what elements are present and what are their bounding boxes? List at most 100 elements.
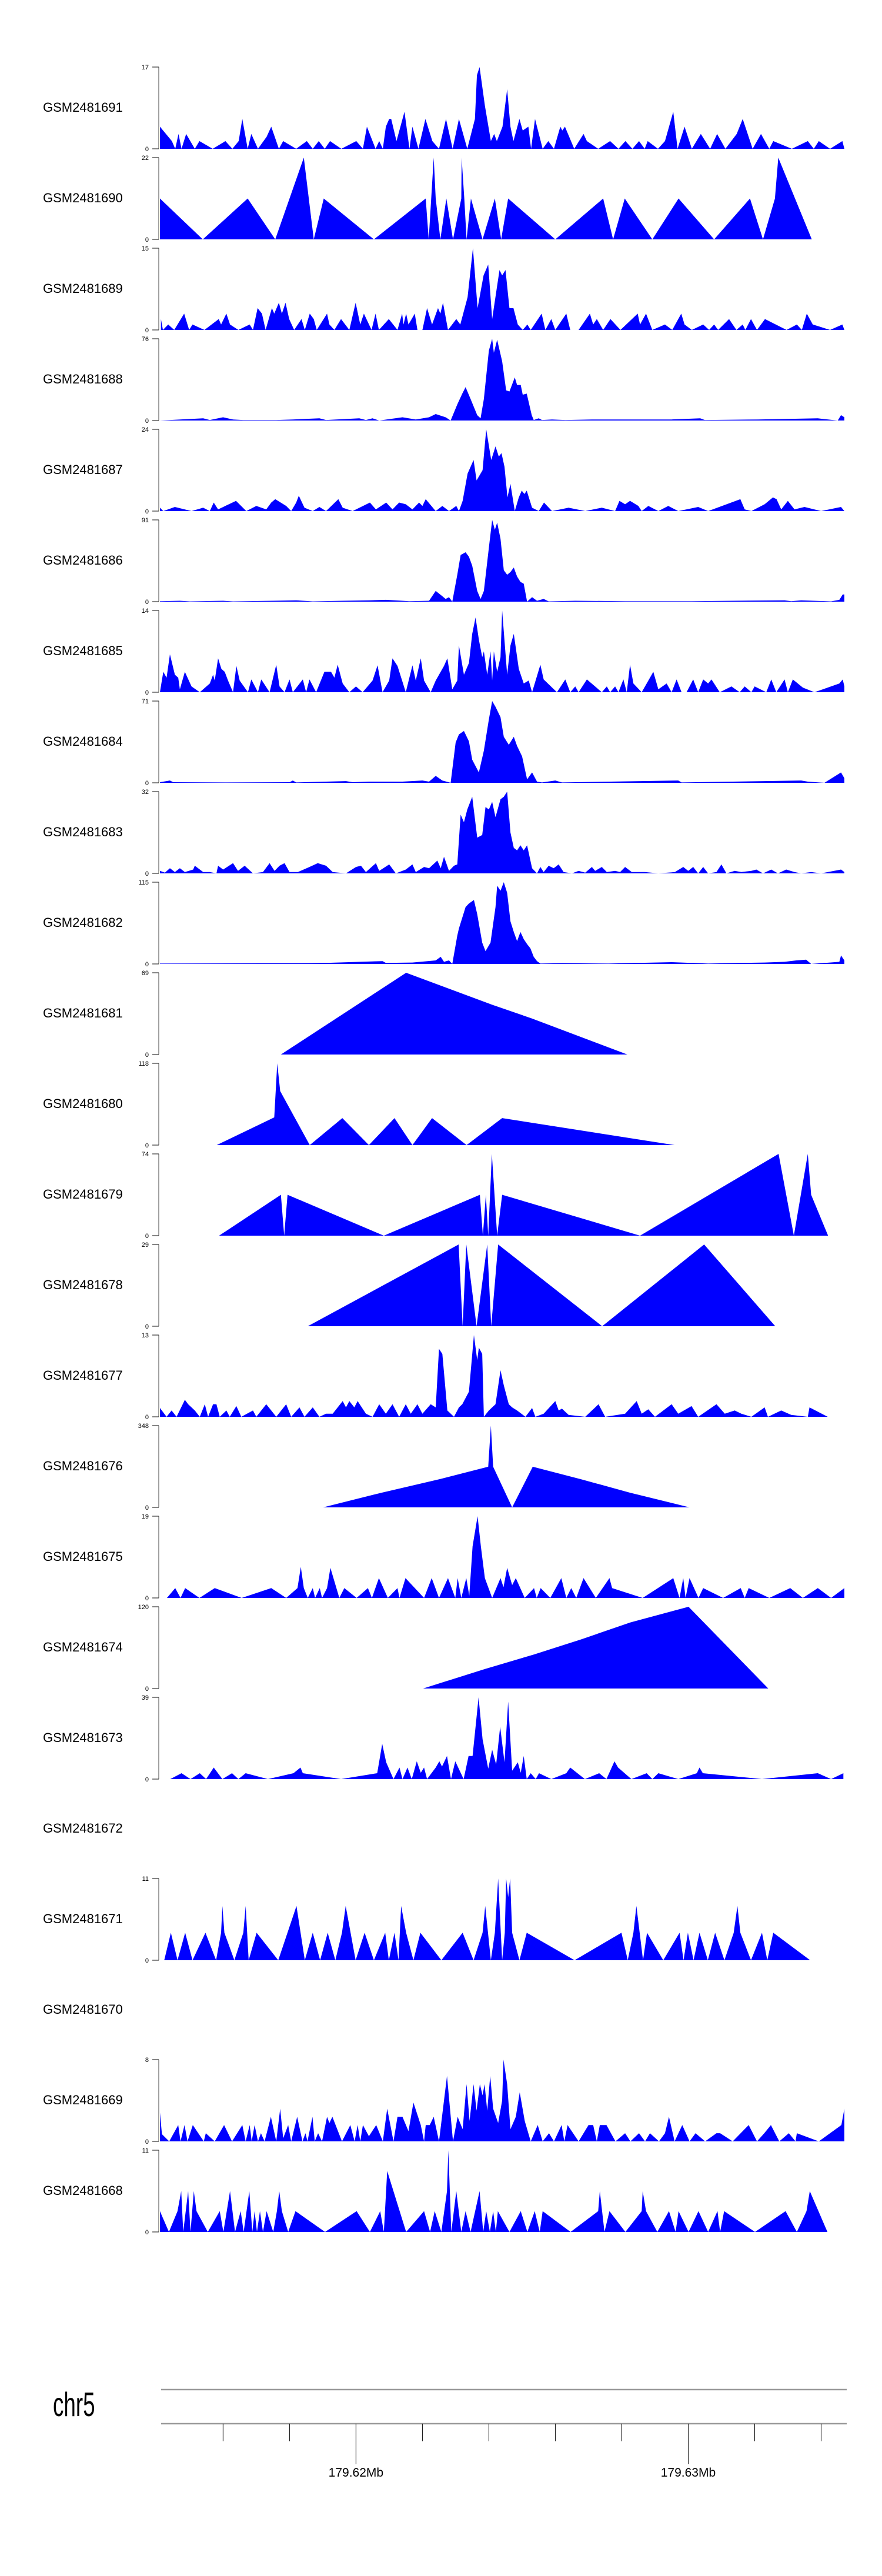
y-axis-max-label: 19	[142, 1513, 149, 1520]
track-GSM2481673: GSM2481673 39 0	[43, 1694, 844, 1783]
y-axis-max-label: 69	[142, 970, 149, 977]
track-GSM2481669: GSM2481669 8 0	[43, 2057, 844, 2145]
y-axis-zero-label: 0	[145, 2229, 149, 2236]
y-axis-max-label: 14	[142, 608, 149, 615]
y-axis-zero-label: 0	[145, 780, 149, 787]
track-GSM2481687: GSM2481687 24 0	[43, 426, 844, 515]
y-axis-max-label: 115	[138, 879, 149, 886]
coverage-area	[160, 67, 844, 149]
coverage-area	[160, 2060, 844, 2141]
y-axis-max-label: 91	[142, 517, 149, 524]
coverage-area	[160, 158, 812, 239]
track-label: GSM2481691	[43, 100, 123, 115]
track-label: GSM2481690	[43, 191, 123, 205]
track-GSM2481670: GSM2481670	[43, 2002, 123, 2017]
coverage-area	[164, 1878, 810, 1960]
y-axis-zero-label: 0	[145, 689, 149, 696]
y-axis-zero-label: 0	[145, 146, 149, 153]
coverage-area	[160, 2150, 828, 2232]
track-GSM2481668: GSM2481668 11 0	[43, 2147, 828, 2236]
track-label: GSM2481683	[43, 825, 123, 839]
y-axis-max-label: 120	[138, 1604, 149, 1611]
track-GSM2481683: GSM2481683 32 0	[43, 789, 844, 877]
y-axis-max-label: 29	[142, 1242, 149, 1249]
track-GSM2481686: GSM2481686 91 0	[43, 517, 844, 606]
coverage-area	[160, 792, 844, 873]
track-label: GSM2481682	[43, 915, 123, 930]
y-axis-zero-label: 0	[145, 1414, 149, 1421]
track-GSM2481677: GSM2481677 13 0	[43, 1332, 828, 1421]
coverage-area	[216, 1063, 675, 1145]
y-axis-zero-label: 0	[145, 1052, 149, 1059]
track-GSM2481680: GSM2481680 118 0	[43, 1060, 675, 1149]
track-label: GSM2481684	[43, 734, 123, 749]
y-axis-max-label: 71	[142, 698, 149, 705]
track-GSM2481691: GSM2481691 17 0	[43, 64, 844, 153]
track-label: GSM2481669	[43, 2093, 123, 2107]
coverage-area	[219, 1154, 828, 1236]
y-axis-zero-label: 0	[145, 418, 149, 425]
y-axis-max-label: 8	[145, 2057, 149, 2064]
track-label: GSM2481668	[43, 2183, 123, 2198]
track-label: GSM2481678	[43, 1277, 123, 1292]
track-label: GSM2481673	[43, 1730, 123, 1745]
y-axis-max-label: 118	[138, 1060, 149, 1067]
track-GSM2481679: GSM2481679 74 0	[43, 1151, 828, 1240]
track-label: GSM2481675	[43, 1549, 123, 1564]
coverage-area	[160, 520, 844, 602]
track-GSM2481682: GSM2481682 115 0	[43, 879, 844, 968]
y-axis-max-label: 11	[142, 2147, 149, 2154]
track-GSM2481684: GSM2481684 71 0	[43, 698, 844, 787]
track-label: GSM2481672	[43, 1821, 123, 1836]
y-axis-max-label: 13	[142, 1332, 149, 1339]
y-axis-max-label: 76	[142, 336, 149, 343]
track-label: GSM2481686	[43, 553, 123, 568]
coverage-area	[323, 1426, 690, 1507]
y-axis-max-label: 11	[142, 1876, 149, 1883]
axis-ticks: 179.62Mb 179.63Mb	[222, 2424, 821, 2480]
y-axis-zero-label: 0	[145, 1142, 149, 1149]
y-axis-zero-label: 0	[145, 870, 149, 877]
y-axis-max-label: 74	[142, 1151, 149, 1158]
y-axis-zero-label: 0	[145, 1595, 149, 1602]
coverage-area	[161, 248, 845, 330]
track-label: GSM2481671	[43, 1911, 123, 1926]
y-axis-zero-label: 0	[145, 961, 149, 968]
track-GSM2481674: GSM2481674 120 0	[43, 1604, 769, 1693]
y-axis-max-label: 32	[142, 789, 149, 796]
track-label: GSM2481688	[43, 372, 123, 386]
y-axis-max-label: 348	[138, 1423, 149, 1430]
coverage-area	[423, 1607, 769, 1689]
coverage-area	[280, 973, 627, 1055]
coverage-area	[308, 1244, 776, 1326]
y-axis-max-label: 17	[142, 64, 149, 71]
track-label: GSM2481677	[43, 1368, 123, 1383]
track-label: GSM2481689	[43, 281, 123, 296]
y-axis-zero-label: 0	[145, 1233, 149, 1240]
track-label: GSM2481674	[43, 1640, 123, 1654]
track-GSM2481685: GSM2481685 14 0	[43, 608, 844, 696]
track-GSM2481690: GSM2481690 22 0	[43, 155, 812, 243]
coverage-area	[160, 701, 844, 783]
y-axis-zero-label: 0	[145, 599, 149, 606]
y-axis-max-label: 15	[142, 245, 149, 252]
axis-tick-label: 179.62Mb	[329, 2466, 383, 2480]
y-axis-zero-label: 0	[145, 1957, 149, 1964]
y-axis-zero-label: 0	[145, 327, 149, 334]
track-label: GSM2481680	[43, 1096, 123, 1111]
track-label: GSM2481670	[43, 2002, 123, 2017]
track-GSM2481672: GSM2481672	[43, 1821, 123, 1836]
track-GSM2481671: GSM2481671 11 0	[43, 1876, 810, 1964]
track-GSM2481689: GSM2481689 15 0	[43, 245, 845, 334]
genome-axis-track: chr5 179.62Mb 179.63Mb	[53, 2386, 847, 2480]
y-axis-zero-label: 0	[145, 236, 149, 243]
track-GSM2481678: GSM2481678 29 0	[43, 1242, 776, 1330]
track-GSM2481688: GSM2481688 76 0	[43, 336, 844, 425]
y-axis-max-label: 24	[142, 426, 149, 433]
track-label: GSM2481687	[43, 462, 123, 477]
chromosome-label: chr5	[53, 2386, 95, 2424]
track-label: GSM2481676	[43, 1459, 123, 1473]
track-label: GSM2481685	[43, 643, 123, 658]
y-axis-zero-label: 0	[145, 2138, 149, 2145]
